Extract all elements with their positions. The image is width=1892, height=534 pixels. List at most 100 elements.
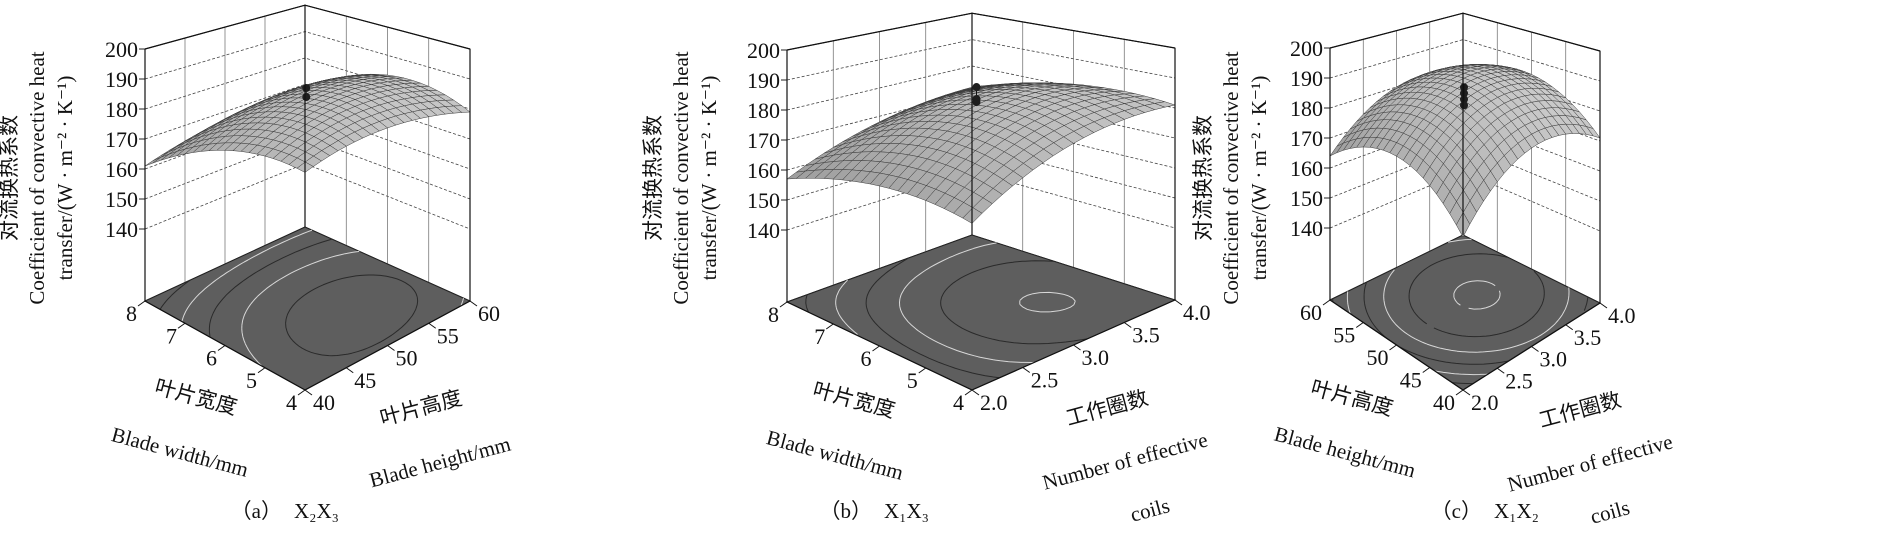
x-tick-mark (825, 323, 834, 330)
y-axis-title-en-line2: coils (1128, 493, 1173, 526)
contour-line (1363, 282, 1589, 365)
y-tick-mark (1174, 299, 1183, 306)
x-tick-label: 55 (1333, 323, 1355, 348)
z-tick-label: 170 (747, 128, 780, 153)
x-tick-mark (137, 300, 146, 307)
z-tick-label: 180 (105, 97, 138, 122)
box-top-edge (144, 4, 471, 50)
contour-line (940, 260, 1088, 345)
z-axis-title-line: transfer/(W · m⁻² · K⁻¹) (53, 76, 77, 281)
z-tick-label: 180 (747, 98, 780, 123)
z-axis-title-line: 对流换热系数 (1191, 115, 1215, 241)
panel-caption-label: （b） (820, 499, 873, 523)
x-tick-mark (297, 389, 306, 396)
z-axis-title-line: Coefficient of convective heat (25, 51, 49, 304)
y-tick-mark (1565, 324, 1574, 331)
z-tick-label: 200 (1290, 36, 1323, 61)
y-tick-mark (971, 389, 980, 396)
y-axis-title-en: Number of effective (1505, 429, 1675, 496)
panel-caption-variables: X₂X₃ (294, 499, 339, 523)
x-tick-label: 60 (1300, 300, 1322, 325)
y-tick-mark (1496, 367, 1505, 374)
z-gridline (786, 39, 1176, 81)
x-tick-mark (1422, 367, 1431, 373)
z-tick-label: 150 (747, 188, 780, 213)
contour-line (285, 274, 419, 357)
z-tick-label: 140 (1290, 216, 1323, 241)
y-axis-title-en: Blade height/mm (367, 432, 513, 493)
contour-line (159, 279, 191, 310)
panel-caption-variables: X₁X₂ (1494, 499, 1539, 523)
x-tick-mark (918, 367, 927, 374)
z-gridline (1329, 39, 1601, 82)
design-point (302, 84, 311, 93)
panel-caption-label: （c） (1431, 499, 1482, 523)
x-axis-title-en: Blade width/mm (109, 422, 251, 482)
x-tick-label: 40 (1433, 390, 1455, 415)
y-axis-title-en-line2: coils (1588, 495, 1633, 528)
y-tick-label: 55 (437, 323, 459, 348)
z-tick-label: 170 (1290, 126, 1323, 151)
z-tick-label: 160 (1290, 156, 1323, 181)
y-tick-mark (1123, 322, 1132, 328)
x-axis-title-cn: 叶片宽度 (152, 375, 239, 420)
y-tick-label: 45 (354, 368, 376, 393)
z-tick-label: 190 (1290, 66, 1323, 91)
z-tick-label: 190 (747, 68, 780, 93)
x-tick-label: 5 (246, 368, 257, 393)
x-tick-label: 6 (861, 346, 872, 371)
z-tick-label: 170 (105, 127, 138, 152)
contour-line (835, 279, 858, 335)
z-axis-title-line: 对流换热系数 (641, 115, 665, 241)
z-gridline (144, 83, 471, 140)
design-point (972, 98, 981, 107)
z-tick-label: 140 (747, 218, 780, 243)
z-axis-title-line: 对流换热系数 (0, 115, 21, 241)
x-axis-title-en: Blade width/mm (764, 425, 906, 485)
x-axis-title-cn: 叶片宽度 (810, 378, 897, 423)
x-tick-label: 8 (768, 302, 779, 327)
z-tick-label: 150 (105, 187, 138, 212)
x-tick-mark (872, 345, 880, 352)
x-tick-mark (1455, 389, 1464, 396)
x-tick-mark (177, 322, 186, 329)
y-tick-label: 40 (313, 390, 335, 415)
z-tick-label: 200 (747, 38, 780, 63)
x-tick-label: 5 (907, 368, 918, 393)
x-tick-label: 7 (166, 323, 177, 348)
z-tick-label: 180 (1290, 96, 1323, 121)
z-tick-label: 140 (105, 217, 138, 242)
x-tick-label: 4 (286, 390, 297, 415)
z-tick-label: 200 (105, 37, 138, 62)
y-tick-label: 2.5 (1031, 368, 1059, 393)
x-tick-mark (1389, 344, 1397, 351)
y-tick-mark (428, 322, 437, 329)
z-axis-title-line: Coefficient of convective heat (669, 51, 693, 304)
y-axis-title-en: Number of effective (1040, 427, 1210, 494)
x-tick-label: 4 (953, 390, 964, 415)
z-tick-label: 160 (747, 158, 780, 183)
contour-line (865, 257, 1000, 379)
box-top-edge (786, 12, 1176, 51)
contour-line (1383, 238, 1570, 353)
design-point (302, 93, 311, 102)
design-point (1460, 101, 1468, 110)
z-axis-title-line: Coefficient of convective heat (1219, 51, 1243, 304)
x-tick-mark (217, 345, 226, 351)
x-axis-title-cn: 叶片高度 (1308, 376, 1395, 421)
y-tick-mark (345, 367, 354, 374)
x-tick-label: 6 (206, 346, 217, 371)
y-tick-mark (1073, 344, 1081, 351)
contour-line (1332, 298, 1474, 385)
z-gridline (1329, 144, 1601, 202)
x-tick-mark (964, 389, 973, 396)
y-tick-label: 3.0 (1540, 347, 1568, 372)
contour-line (805, 294, 810, 313)
contour-line (1453, 280, 1501, 310)
y-tick-mark (1022, 367, 1031, 373)
y-tick-label: 60 (478, 301, 500, 326)
y-tick-label: 3.5 (1132, 323, 1160, 348)
panel-caption-variables: X₁X₃ (884, 499, 929, 523)
contour-line (1408, 253, 1545, 338)
x-axis-title-en: Blade height/mm (1272, 422, 1418, 483)
